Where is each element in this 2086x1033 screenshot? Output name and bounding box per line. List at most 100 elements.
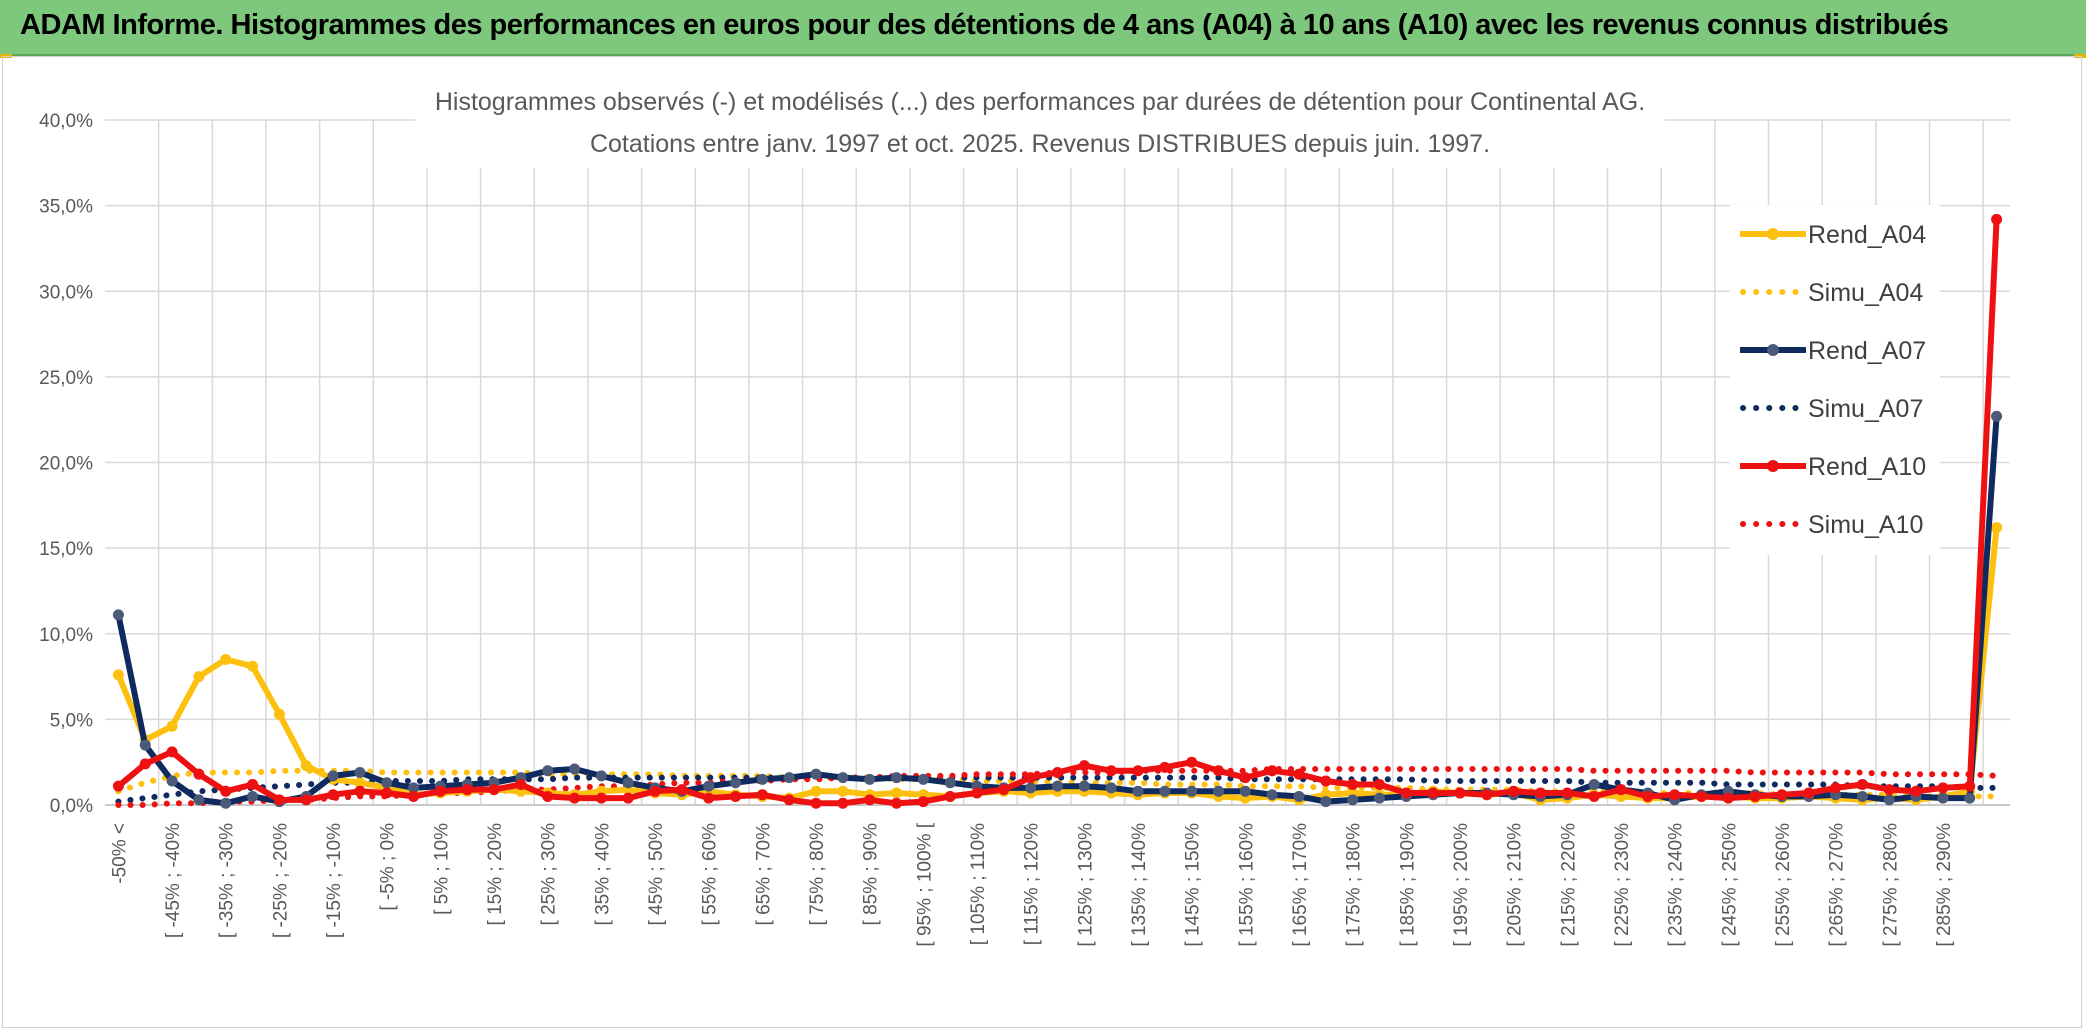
data-point (247, 790, 259, 802)
x-tick-label: [ -25% ; -20% (270, 823, 291, 938)
data-point (193, 768, 205, 780)
data-point (381, 787, 393, 799)
series-rend-a04 (112, 522, 2003, 806)
legend-item-simu-a07[interactable]: Simu_A07 (1730, 389, 1940, 429)
data-point (1481, 789, 1493, 801)
legend-label: Rend_A10 (1808, 453, 1927, 481)
data-point (1373, 792, 1385, 804)
chart-series (112, 213, 2003, 809)
chart-titles: Histogrammes observés (-) et modélisés (… (415, 80, 1665, 168)
data-point (1212, 785, 1224, 797)
data-point (703, 792, 715, 804)
data-point (595, 770, 607, 782)
data-point (247, 660, 259, 672)
x-tick-label: [ 15% ; 20% (485, 823, 506, 926)
data-point (1883, 794, 1895, 806)
data-point (730, 790, 742, 802)
data-point (1212, 765, 1224, 777)
data-point (1347, 794, 1359, 806)
x-tick-label: [ -35% ; -30% (217, 823, 238, 938)
data-point (837, 772, 849, 784)
x-tick-label: [ 55% ; 60% (700, 823, 721, 926)
data-point (756, 773, 768, 785)
data-point (1105, 782, 1117, 794)
data-point (1025, 782, 1037, 794)
data-point (1025, 772, 1037, 784)
data-point (1695, 790, 1707, 802)
data-point (917, 796, 929, 808)
data-point (1669, 789, 1681, 801)
x-tick-label: [ 35% ; 40% (592, 823, 613, 926)
legend-item-rend-a04[interactable]: Rend_A04 (1730, 215, 1940, 255)
data-point (1856, 778, 1868, 790)
data-point (1749, 790, 1761, 802)
data-point (1937, 792, 1949, 804)
x-tick-label: [ 185% ; 190% (1397, 823, 1418, 947)
x-tick-label: [ 145% ; 150% (1183, 823, 1204, 947)
data-point (139, 758, 151, 770)
legend-swatch-rend-a04 (1740, 228, 1806, 240)
legend-item-rend-a10[interactable]: Rend_A10 (1730, 447, 1940, 487)
data-point (1991, 522, 2003, 534)
series-simu-a07 (115, 774, 2000, 805)
x-tick-label: [ 265% ; 270% (1827, 823, 1848, 947)
x-tick-label: [ 205% ; 210% (1505, 823, 1526, 947)
x-tick-label: [ -45% ; -40% (163, 823, 184, 938)
x-tick-label: [ 85% ; 90% (861, 823, 882, 926)
x-tick-label: [ 95% ; 100% [ (914, 822, 935, 946)
data-point (1534, 787, 1546, 799)
legend-item-rend-a07[interactable]: Rend_A07 (1730, 331, 1940, 371)
data-point (354, 777, 366, 789)
data-point (1052, 766, 1063, 778)
data-point (461, 784, 473, 796)
series-rend-a07 (112, 410, 2003, 809)
y-axis: 0,0% 5,0% 10,0% 15,0% 20,0% 25,0% 30,0% 35,0% 40… (39, 111, 93, 817)
x-tick-label: [ 175% ; 180% (1344, 823, 1365, 947)
data-point (703, 780, 715, 792)
data-point (515, 778, 527, 790)
legend-label: Simu_A07 (1808, 395, 1924, 423)
chart-legend: Rend_A04 Simu_A04 Rend_A07 Simu_A07 Rend… (1730, 205, 1940, 555)
legend-swatch-simu-a07 (1740, 405, 1806, 411)
x-tick-label: [ 245% ; 250% (1719, 823, 1740, 947)
x-tick-label: [ 165% ; 170% (1290, 823, 1311, 947)
data-point (193, 794, 205, 806)
x-tick-label: [ 5% ; 10% (431, 823, 452, 915)
data-point (1266, 789, 1278, 801)
x-tick-label: [ 155% ; 160% (1236, 823, 1257, 947)
data-point (1454, 787, 1466, 799)
x-tick-label: [ 195% ; 200% (1451, 823, 1472, 947)
data-point (1078, 760, 1090, 772)
y-tick-label: 30,0% (39, 282, 93, 303)
data-point (488, 784, 500, 796)
data-point (166, 775, 178, 787)
legend-item-simu-a04[interactable]: Simu_A04 (1730, 273, 1940, 313)
data-point (622, 792, 634, 804)
legend-label: Rend_A07 (1808, 337, 1927, 365)
data-point (1373, 778, 1385, 790)
data-point (1320, 796, 1332, 808)
data-point (917, 773, 929, 785)
x-tick-label: -50% < (109, 823, 130, 884)
x-tick-label: [ 125% ; 130% (1075, 823, 1096, 947)
x-axis: -50% < [ -45% ; -40% [ -35% ; -30% [ -25% ;… (109, 822, 1955, 946)
data-point (783, 794, 795, 806)
title-backdrop (415, 80, 1665, 168)
legend-item-simu-a10[interactable]: Simu_A10 (1730, 505, 1940, 545)
data-point (408, 790, 420, 802)
data-point (891, 772, 903, 784)
data-point (220, 797, 232, 809)
data-point (1400, 787, 1412, 799)
data-point (569, 792, 581, 804)
data-point (166, 720, 178, 732)
data-point (1239, 772, 1251, 784)
data-point (783, 772, 795, 784)
x-tick-label: [ 285% ; 290% (1934, 823, 1955, 947)
data-point (569, 763, 581, 775)
data-point (622, 777, 634, 789)
data-point (810, 785, 822, 797)
legend-swatch-simu-a04 (1740, 289, 1806, 295)
data-point (1991, 410, 2003, 422)
data-point (327, 770, 339, 782)
data-point (1052, 780, 1063, 792)
